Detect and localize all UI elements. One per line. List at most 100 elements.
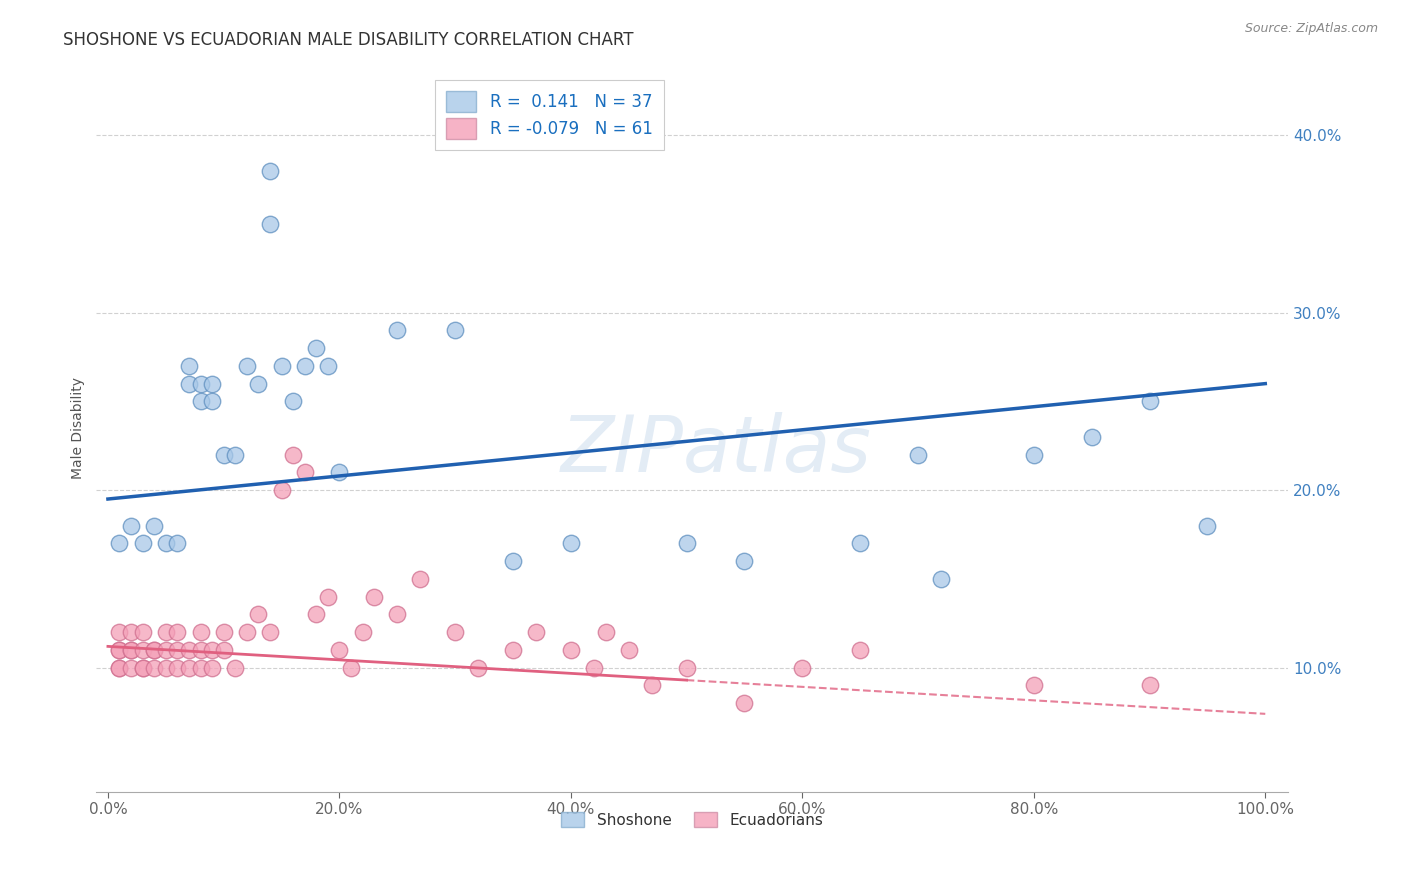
Text: Source: ZipAtlas.com: Source: ZipAtlas.com [1244, 22, 1378, 36]
Y-axis label: Male Disability: Male Disability [72, 377, 86, 479]
Point [1139, 678, 1161, 692]
Point [177, 661, 200, 675]
Point [1022, 448, 1045, 462]
Point [316, 359, 339, 373]
Point [467, 661, 489, 675]
Point [166, 661, 188, 675]
Point [524, 625, 547, 640]
Point [177, 376, 200, 391]
Point [120, 625, 142, 640]
Point [641, 678, 664, 692]
Point [582, 661, 605, 675]
Point [1139, 394, 1161, 409]
Point [1022, 678, 1045, 692]
Point [305, 341, 328, 355]
Point [201, 394, 224, 409]
Point [352, 625, 374, 640]
Point [444, 625, 467, 640]
Point [1197, 518, 1219, 533]
Point [177, 359, 200, 373]
Point [201, 643, 224, 657]
Point [340, 661, 363, 675]
Point [294, 359, 316, 373]
Point [247, 376, 270, 391]
Point [387, 323, 409, 337]
Legend: Shoshone, Ecuadorians: Shoshone, Ecuadorians [554, 804, 831, 835]
Point [675, 536, 697, 550]
Point [108, 625, 131, 640]
Point [849, 536, 872, 550]
Point [224, 661, 246, 675]
Point [131, 625, 153, 640]
Point [131, 661, 153, 675]
Point [907, 448, 929, 462]
Point [259, 163, 281, 178]
Point [316, 590, 339, 604]
Point [259, 217, 281, 231]
Point [143, 661, 166, 675]
Point [108, 661, 131, 675]
Point [190, 394, 212, 409]
Point [236, 625, 259, 640]
Point [236, 359, 259, 373]
Point [190, 643, 212, 657]
Point [120, 643, 142, 657]
Point [120, 661, 142, 675]
Point [131, 661, 153, 675]
Point [247, 607, 270, 622]
Point [190, 625, 212, 640]
Point [143, 643, 166, 657]
Point [131, 643, 153, 657]
Point [363, 590, 385, 604]
Point [212, 643, 235, 657]
Point [387, 607, 409, 622]
Point [120, 518, 142, 533]
Point [444, 323, 467, 337]
Point [108, 536, 131, 550]
Point [502, 554, 524, 568]
Point [259, 625, 281, 640]
Point [166, 625, 188, 640]
Point [166, 643, 188, 657]
Point [201, 661, 224, 675]
Point [792, 661, 814, 675]
Point [294, 466, 316, 480]
Point [120, 643, 142, 657]
Point [212, 625, 235, 640]
Point [328, 643, 350, 657]
Point [166, 536, 188, 550]
Text: SHOSHONE VS ECUADORIAN MALE DISABILITY CORRELATION CHART: SHOSHONE VS ECUADORIAN MALE DISABILITY C… [63, 31, 634, 49]
Point [201, 376, 224, 391]
Text: ZIPatlas: ZIPatlas [561, 412, 872, 488]
Point [108, 643, 131, 657]
Point [675, 661, 697, 675]
Point [502, 643, 524, 657]
Point [155, 661, 177, 675]
Point [305, 607, 328, 622]
Point [929, 572, 952, 586]
Point [190, 376, 212, 391]
Point [281, 394, 304, 409]
Point [1080, 430, 1102, 444]
Point [108, 661, 131, 675]
Point [270, 483, 292, 497]
Point [224, 448, 246, 462]
Point [328, 466, 350, 480]
Point [143, 643, 166, 657]
Point [108, 643, 131, 657]
Point [177, 643, 200, 657]
Point [155, 536, 177, 550]
Point [595, 625, 617, 640]
Point [131, 536, 153, 550]
Point [560, 643, 582, 657]
Point [409, 572, 432, 586]
Point [733, 696, 755, 710]
Point [155, 625, 177, 640]
Point [270, 359, 292, 373]
Point [849, 643, 872, 657]
Point [155, 643, 177, 657]
Point [190, 661, 212, 675]
Point [212, 448, 235, 462]
Point [617, 643, 640, 657]
Point [143, 518, 166, 533]
